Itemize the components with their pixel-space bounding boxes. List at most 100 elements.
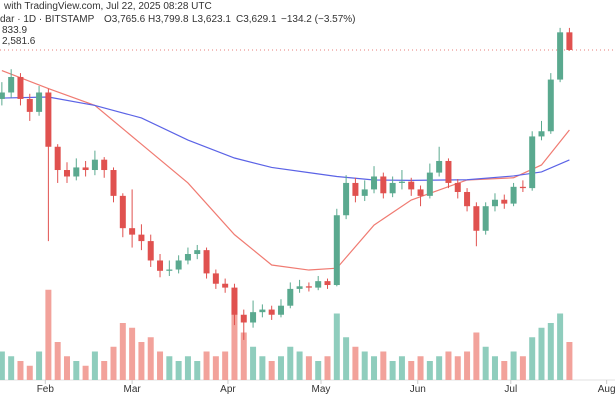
volume-bar	[361, 351, 368, 380]
candle-body	[194, 250, 201, 255]
candle-body	[417, 189, 424, 196]
volume-bar	[482, 346, 489, 380]
candle-body	[287, 288, 294, 306]
candle-body	[566, 32, 573, 50]
candle-body	[557, 32, 564, 80]
volume-bar	[259, 356, 266, 380]
candle-body	[547, 79, 554, 132]
candle-body	[305, 286, 312, 288]
candle-body	[250, 312, 257, 323]
volume-bar	[277, 356, 284, 380]
candle-body	[17, 76, 24, 99]
volume-bar	[184, 356, 191, 380]
volume-bar	[203, 351, 210, 380]
source: with TradingView.com, Jul 22, 2025 08:28…	[3, 1, 212, 12]
candle-body	[389, 182, 396, 194]
volume-bar	[566, 342, 573, 380]
candle-body	[36, 92, 43, 112]
volume-bar	[287, 346, 294, 380]
volume-bar	[473, 332, 480, 380]
candle-body	[491, 199, 498, 207]
volume-bar	[305, 356, 312, 380]
symbol: dar · 1D · BITSTAMP	[0, 14, 95, 25]
candle-body	[408, 181, 415, 190]
volume-bar	[371, 356, 378, 380]
volume-bar	[529, 337, 536, 380]
volume-bar	[510, 351, 517, 380]
candle-body	[277, 305, 284, 315]
volume-bar	[315, 361, 322, 380]
candle-body	[538, 131, 545, 137]
candle-body	[501, 199, 508, 204]
x-tick-label: Aug	[598, 384, 615, 395]
candle-body	[222, 283, 229, 288]
volume-bar	[538, 327, 545, 380]
volume-bar	[166, 356, 173, 380]
low-label: L3,623.1	[192, 14, 231, 25]
x-tick-label: May	[312, 384, 331, 395]
candle-body	[268, 309, 275, 315]
volume-bar	[557, 313, 564, 380]
candle-body	[519, 186, 526, 189]
volume-bar	[324, 356, 331, 380]
candle-body	[147, 241, 154, 261]
candle-body	[352, 182, 359, 196]
candle-body	[231, 287, 238, 315]
volume-bar	[110, 346, 117, 380]
volume-bar	[380, 351, 387, 380]
x-tick-label: Feb	[37, 384, 55, 395]
volume-bar	[0, 351, 5, 380]
volume-bar	[464, 351, 471, 380]
volume-bar	[222, 351, 229, 380]
candle-body	[436, 160, 443, 173]
volume-bar	[147, 337, 154, 380]
candle-body	[510, 186, 517, 204]
volume-bar	[231, 299, 238, 380]
volume-bar	[268, 361, 275, 380]
candle-body	[110, 170, 117, 196]
candle-body	[138, 234, 145, 242]
volume-bar	[36, 351, 43, 380]
candle-body	[380, 176, 387, 194]
volume-bar	[296, 351, 303, 380]
volume-bar	[398, 356, 405, 380]
candle-body	[333, 215, 340, 286]
candle-body	[45, 92, 52, 147]
volume-bar	[417, 356, 424, 380]
volume-bar	[82, 365, 89, 380]
volume-bar	[175, 361, 182, 380]
volume-bar	[333, 313, 340, 380]
candle-body	[91, 159, 98, 171]
candle-body	[464, 191, 471, 207]
volume-bar	[17, 361, 24, 380]
volume-bar	[547, 323, 554, 380]
candle-body	[119, 195, 126, 229]
volume-bar	[129, 327, 136, 380]
volume-bar	[194, 361, 201, 380]
volume-bar	[436, 356, 443, 380]
candle-body	[315, 281, 322, 288]
candle-body	[26, 98, 33, 112]
candle-body	[184, 254, 191, 261]
x-tick-label: Jul	[504, 384, 517, 395]
candle-body	[54, 146, 61, 171]
candle-body	[240, 314, 247, 323]
candle-body	[361, 189, 368, 196]
volume-bar	[501, 361, 508, 380]
candle-body	[445, 160, 452, 183]
x-tick-label: Mar	[124, 384, 142, 395]
volume-bar	[519, 356, 526, 380]
candle-body	[157, 260, 164, 271]
volume-bar	[352, 346, 359, 380]
volume-bar	[73, 361, 80, 380]
candle-body	[473, 206, 480, 231]
volume-bar	[91, 351, 98, 380]
change-label: −134.2 (−3.57%)	[281, 14, 356, 25]
x-tick-label: Jun	[410, 384, 426, 395]
candle-body	[166, 269, 173, 271]
candle-body	[82, 167, 89, 171]
candle-body	[101, 159, 108, 171]
volume-bar	[445, 351, 452, 380]
candle-body	[212, 273, 219, 284]
